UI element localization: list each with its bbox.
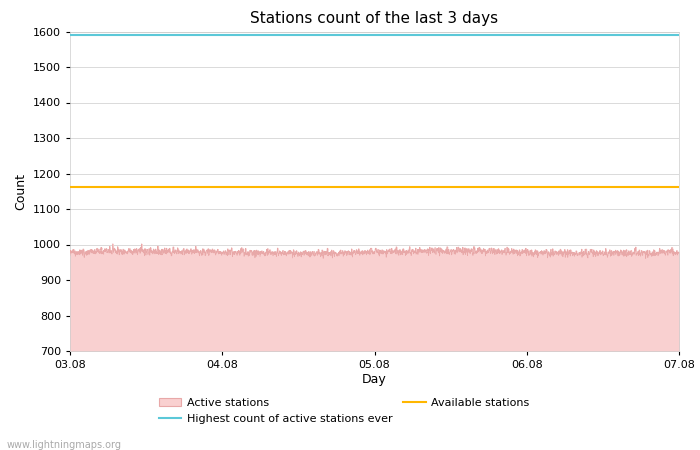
Title: Stations count of the last 3 days: Stations count of the last 3 days: [251, 11, 498, 26]
Text: www.lightningmaps.org: www.lightningmaps.org: [7, 440, 122, 450]
Legend: Active stations, Highest count of active stations ever, Available stations: Active stations, Highest count of active…: [159, 398, 529, 423]
Y-axis label: Count: Count: [14, 173, 27, 210]
X-axis label: Day: Day: [362, 373, 387, 386]
